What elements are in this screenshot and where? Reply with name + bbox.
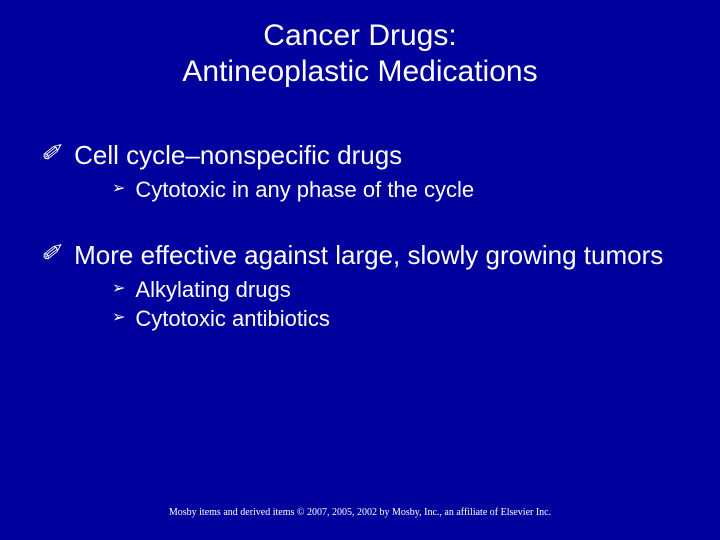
arrow-icon: ➢ bbox=[112, 277, 125, 301]
arrow-icon: ➢ bbox=[112, 306, 125, 330]
sub-bullet-item: ➢ Cytotoxic in any phase of the cycle bbox=[112, 177, 680, 203]
bullet-text: Cell cycle–nonspecific drugs bbox=[74, 140, 402, 171]
title-line-2: Antineoplastic Medications bbox=[182, 55, 537, 88]
sub-bullet-item: ➢ Cytotoxic antibiotics bbox=[112, 306, 680, 332]
sub-bullet-item: ➢ Alkylating drugs bbox=[112, 277, 680, 303]
slide-content: ✐ Cell cycle–nonspecific drugs ➢ Cytotox… bbox=[0, 90, 720, 333]
arrow-icon: ➢ bbox=[112, 177, 125, 201]
sub-bullet-text: Cytotoxic in any phase of the cycle bbox=[135, 177, 474, 203]
slide-title: Cancer Drugs: Antineoplastic Medications bbox=[0, 0, 720, 90]
bullet-text: More effective against large, slowly gro… bbox=[74, 240, 663, 271]
bullet-item: ✐ Cell cycle–nonspecific drugs bbox=[40, 140, 680, 171]
sub-bullet-text: Cytotoxic antibiotics bbox=[135, 306, 329, 332]
pencil-icon: ✐ bbox=[40, 240, 60, 269]
sub-bullet-text: Alkylating drugs bbox=[135, 277, 290, 303]
pencil-icon: ✐ bbox=[40, 140, 60, 169]
copyright-footer: Mosby items and derived items © 2007, 20… bbox=[0, 507, 720, 518]
bullet-item: ✐ More effective against large, slowly g… bbox=[40, 240, 680, 271]
sub-list: ➢ Alkylating drugs ➢ Cytotoxic antibioti… bbox=[40, 277, 680, 333]
sub-list: ➢ Cytotoxic in any phase of the cycle bbox=[40, 177, 680, 203]
title-line-1: Cancer Drugs: bbox=[263, 19, 456, 52]
